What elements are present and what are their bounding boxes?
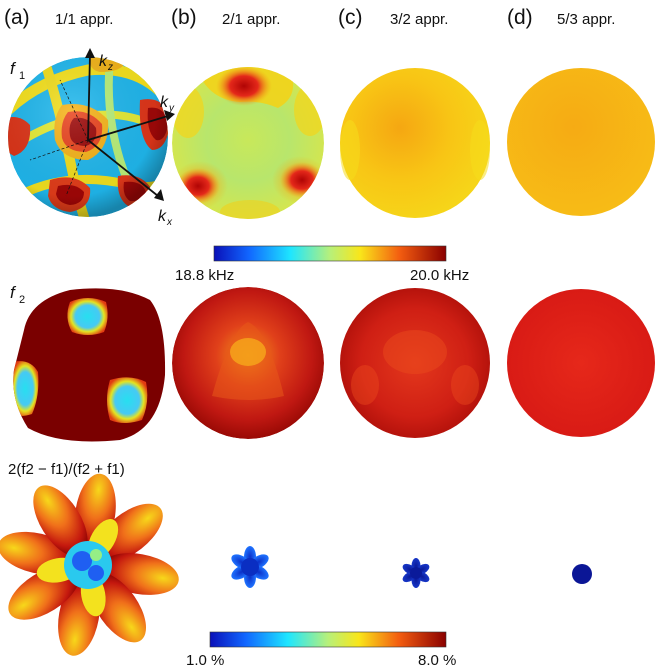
panel-letter-c: (c) [338, 6, 363, 29]
row-label-ratio-text: 2(f2 − f1)/(f2 + f1) [8, 461, 125, 478]
column-title-a: 1/1 appr. [55, 11, 113, 28]
colorbar-percent-max: 8.0 % [418, 652, 456, 669]
axis-dashed-1 [65, 139, 89, 197]
colorbar-percent: 1.0 % 8.0 % [186, 631, 456, 669]
row-label-f1-main: f [10, 59, 17, 78]
sphere-b-f1 [172, 67, 324, 219]
column-header-c: (c) 3/2 appr. [338, 6, 448, 29]
ky-label: k [160, 94, 169, 111]
column-title-c: 3/2 appr. [390, 11, 448, 28]
sphere-c-f2 [340, 288, 490, 438]
row-label-f2: f 2 [10, 283, 25, 306]
sphere-a-f2 [13, 288, 166, 442]
anisotropy-b [231, 546, 269, 588]
kz-axis-line [87, 53, 91, 141]
kx-axis-line [87, 139, 159, 197]
colorbar-frequency-gradient [213, 245, 447, 262]
column-title-d: 5/3 appr. [557, 11, 615, 28]
anisotropy-a [0, 473, 179, 656]
ky-sub: y [168, 103, 175, 114]
sphere-d-f2 [507, 289, 655, 437]
panel-letter-d: (d) [507, 6, 533, 29]
row-label-f1-sub: 1 [19, 70, 25, 82]
kx-sub: x [166, 217, 173, 228]
row-label-ratio: 2(f2 − f1)/(f2 + f1) [8, 461, 125, 478]
sphere-d-f1 [507, 68, 655, 216]
kz-label: k [99, 53, 108, 70]
row-label-f2-main: f [10, 283, 17, 302]
kx-arrow-icon [154, 189, 164, 201]
ky-arrow-icon [164, 110, 175, 121]
colorbar-frequency-max: 20.0 kHz [410, 267, 469, 284]
axis-arrows: k z k y k x [29, 48, 175, 228]
colorbar-percent-min: 1.0 % [186, 652, 224, 669]
panel-letter-b: (b) [171, 6, 197, 29]
axis-dashed-2 [29, 139, 89, 161]
sphere-b-f2 [172, 287, 324, 439]
anisotropy-d [572, 564, 592, 584]
column-header-a: (a) 1/1 appr. [4, 6, 113, 29]
column-header-b: (b) 2/1 appr. [171, 6, 280, 29]
colorbar-frequency-min: 18.8 kHz [175, 267, 234, 284]
sphere-c-f1 [340, 68, 490, 218]
axis-dashed-3 [59, 79, 89, 141]
column-title-b: 2/1 appr. [222, 11, 280, 28]
flower-petals [0, 473, 179, 656]
colorbar-frequency: 18.8 kHz 20.0 kHz [175, 245, 469, 284]
colorbar-percent-gradient [209, 631, 447, 648]
row-label-f1: f 1 [10, 59, 25, 82]
column-header-d: (d) 5/3 appr. [507, 6, 615, 29]
kz-arrow-icon [85, 48, 95, 58]
ky-axis-line [87, 115, 169, 141]
sphere-a-f1: k z k y k x [8, 48, 175, 228]
row-label-f2-sub: 2 [19, 294, 25, 306]
panel-letter-a: (a) [4, 6, 30, 29]
kx-label: k [158, 208, 167, 225]
anisotropy-c [402, 558, 430, 588]
kz-sub: z [107, 62, 113, 73]
